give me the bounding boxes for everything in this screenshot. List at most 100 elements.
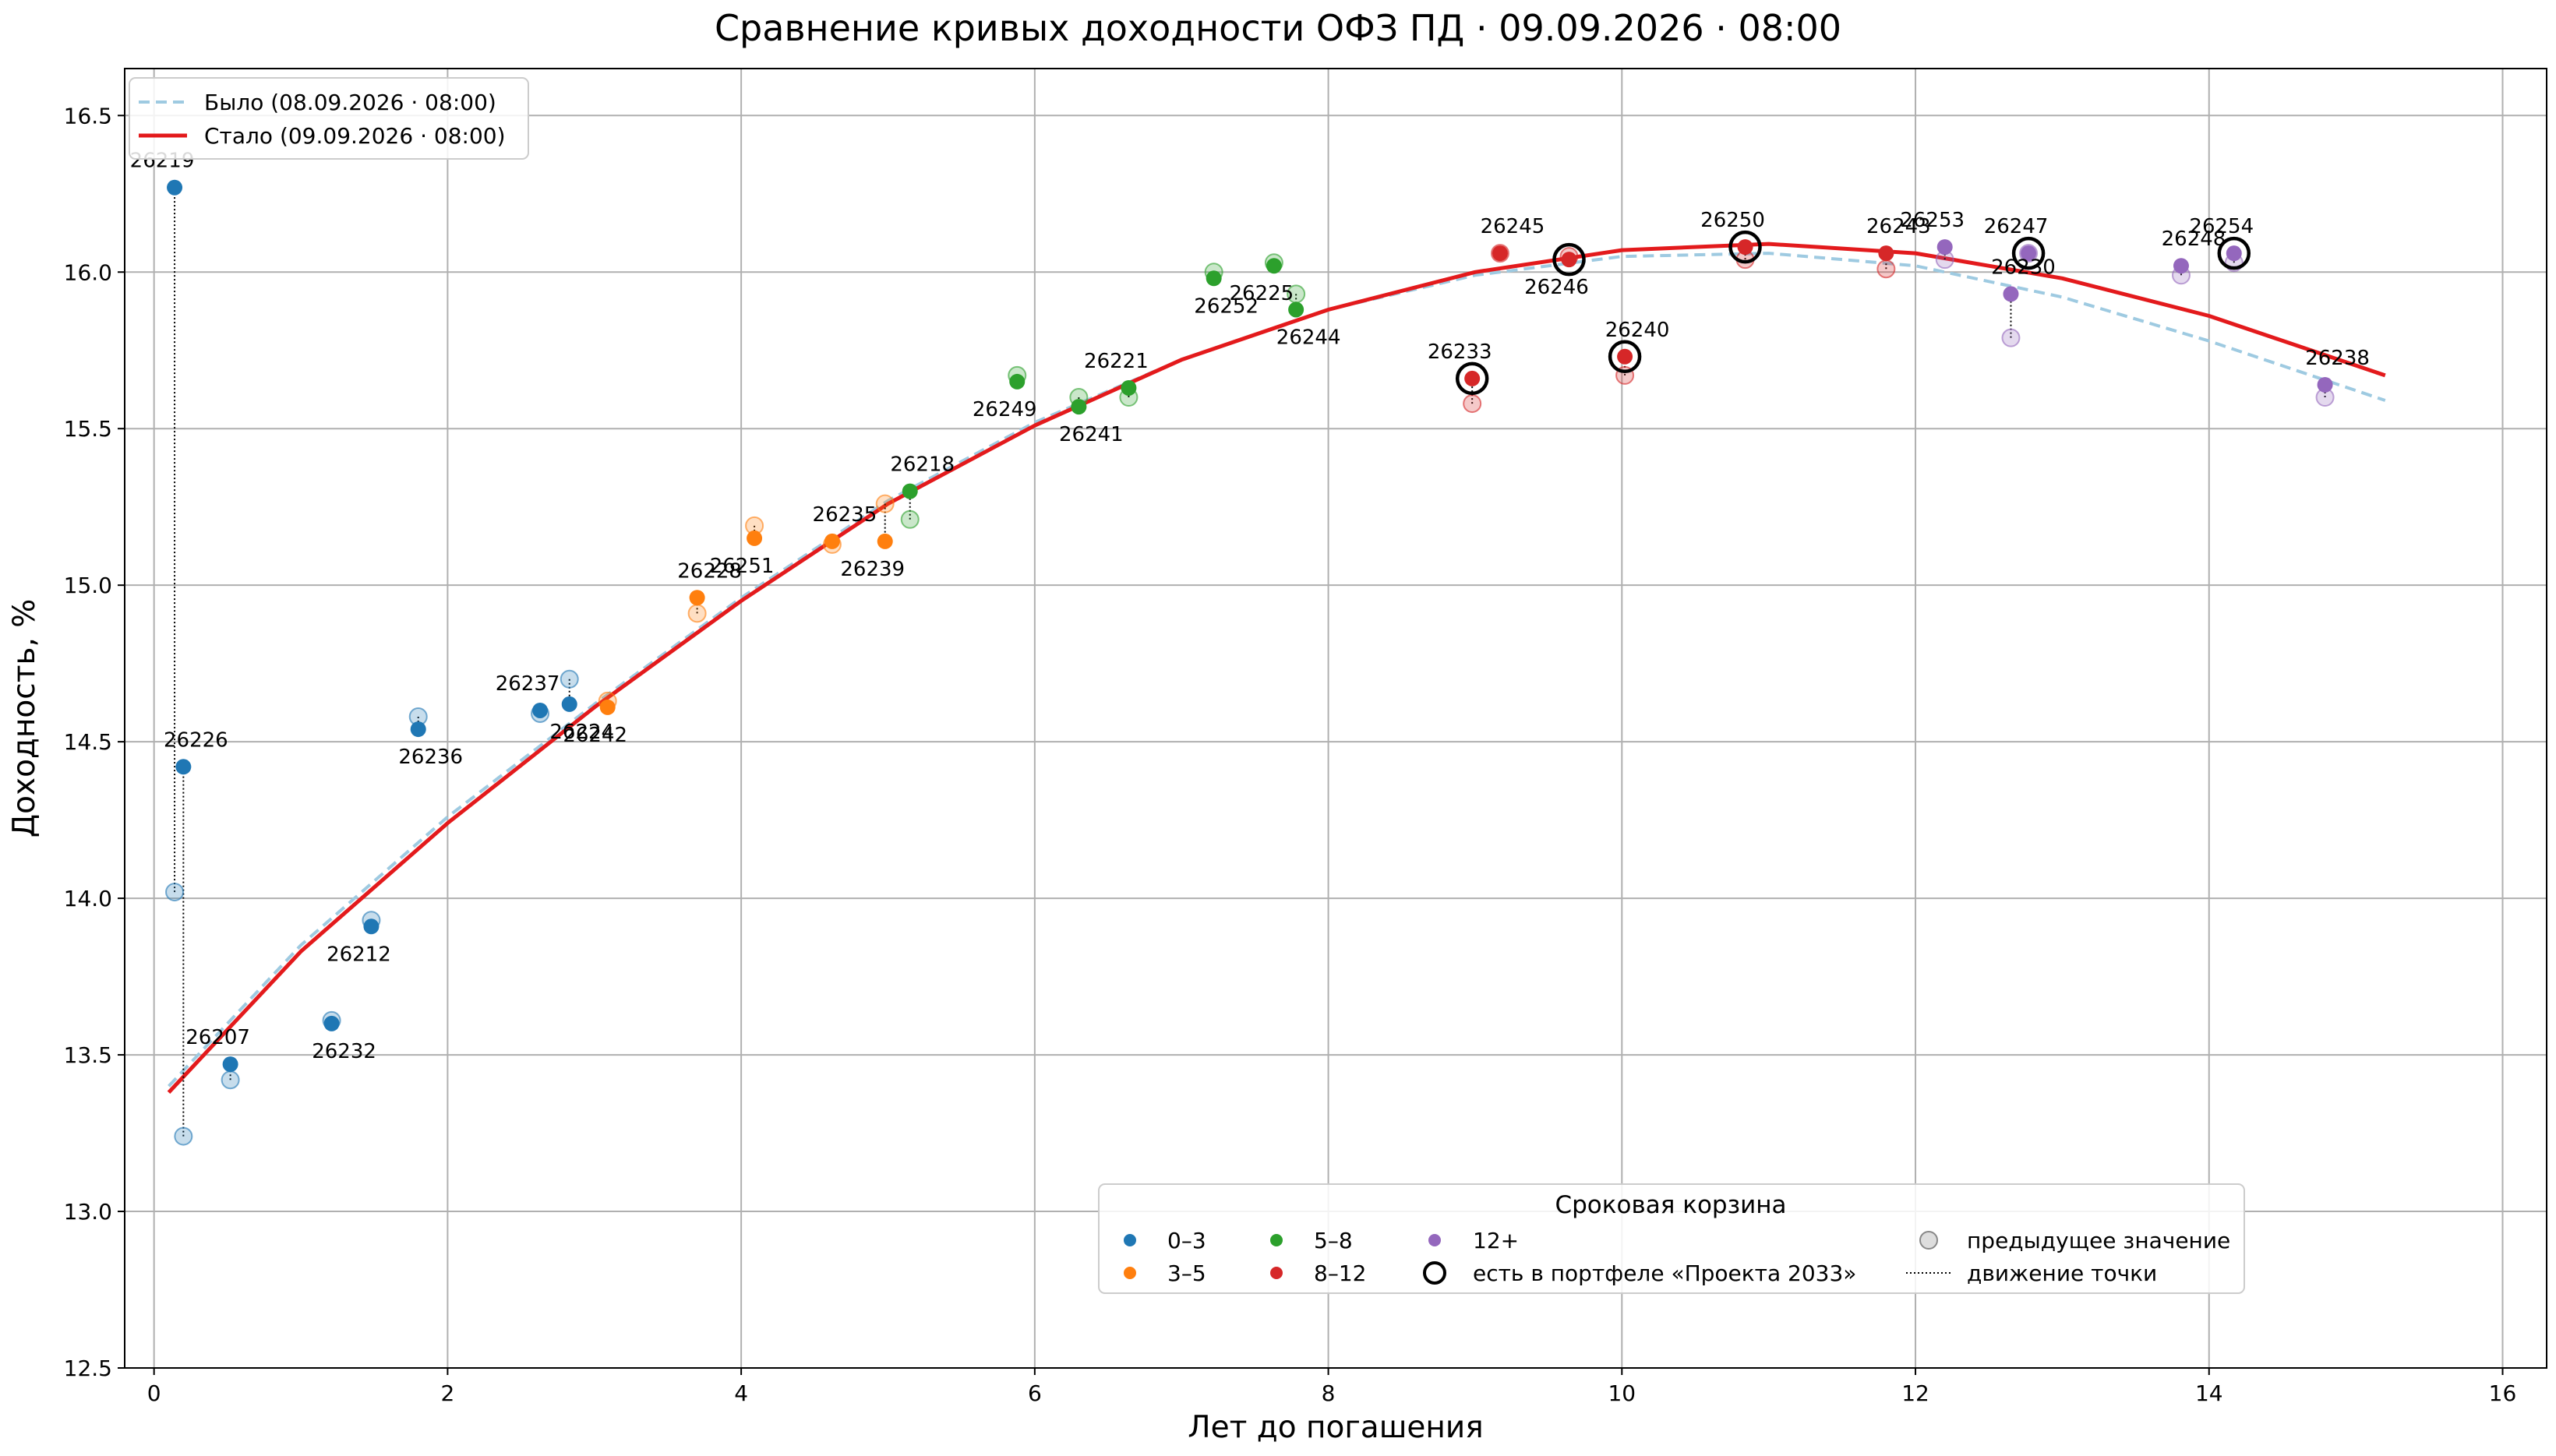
prev-point-26239 [875, 494, 895, 513]
legend-label-movement: движение точки [1967, 1260, 2157, 1286]
bond-label-26245: 26245 [1481, 215, 1545, 238]
bond-point-26235 [824, 533, 840, 549]
y-tick-label: 14.5 [64, 729, 112, 755]
legend-swatch-previous [1919, 1231, 1938, 1250]
bond-label-26244: 26244 [1276, 326, 1341, 349]
bond-label-26235: 26235 [813, 503, 877, 527]
legend-before-label: Было (08.09.2026 · 08:00) [204, 90, 496, 115]
x-tick-label: 8 [1322, 1380, 1336, 1406]
bond-point-26232 [323, 1015, 340, 1031]
bucket-legend-frame [1098, 1183, 2245, 1294]
legend-label-3-5: 3–5 [1167, 1260, 1206, 1286]
bond-label-26226: 26226 [164, 728, 228, 752]
bond-label-26247: 26247 [1984, 215, 2049, 238]
bond-point-26242 [599, 699, 616, 715]
x-tick-label: 14 [2195, 1380, 2223, 1406]
x-tick-label: 0 [147, 1380, 161, 1406]
bond-point-26247 [2021, 245, 2037, 262]
bond-label-26236: 26236 [398, 746, 463, 769]
bond-label-26241: 26241 [1059, 423, 1124, 446]
bond-point-26239 [877, 533, 893, 549]
chart-title: Сравнение кривых доходности ОФЗ ПД · 09.… [715, 7, 1841, 49]
curve-legend-frame [129, 77, 529, 160]
bond-label-26225: 26225 [1230, 282, 1294, 305]
y-tick-label: 15.0 [64, 573, 112, 598]
bond-label-26251: 26251 [710, 555, 775, 578]
bond-point-26230 [2003, 286, 2019, 302]
bond-label-26253: 26253 [1900, 209, 1965, 232]
prev-point-26243 [1876, 259, 1896, 279]
bond-label-26207: 26207 [185, 1026, 250, 1049]
axis-ticks: 0 2 4 6 8 10 12 14 16 12.5 13.0 13.5 14.0 14.5 15.0 15.… [64, 103, 2517, 1406]
portfolio-marker-26246 [1552, 242, 1586, 277]
portfolio-marker-26247 [2011, 236, 2046, 270]
y-tick-label: 14.0 [64, 886, 112, 911]
legend-label-0-3: 0–3 [1167, 1228, 1206, 1253]
bond-point-26251 [747, 530, 763, 546]
bond-point-26245 [1492, 245, 1508, 262]
bond-label-26239: 26239 [840, 558, 905, 581]
prev-point-26228 [687, 604, 707, 623]
legend-swatch-0-3 [1124, 1234, 1136, 1246]
x-tick-label: 6 [1028, 1380, 1042, 1406]
portfolio-marker-26254 [2217, 236, 2251, 270]
prev-point-26207 [221, 1070, 240, 1090]
bond-point-26226 [175, 759, 192, 775]
bond-point-26221 [1121, 379, 1137, 396]
bond-point-26246 [1561, 252, 1577, 268]
bond-point-26241 [1071, 399, 1087, 415]
prev-point-26219 [165, 883, 185, 902]
bond-label-26237: 26237 [496, 672, 560, 696]
bond-points [165, 179, 2335, 1146]
bond-point-26219 [167, 179, 183, 196]
y-tick-label: 15.5 [64, 416, 112, 442]
x-axis-title: Лет до погашения [1188, 1410, 1483, 1445]
bond-point-26233 [1464, 370, 1481, 386]
portfolio-marker-26250 [1728, 230, 1762, 264]
bond-label-26228: 26228 [677, 559, 742, 583]
bond-label-26232: 26232 [312, 1040, 376, 1063]
bond-labels: 2621926226262072623226212262362623726224… [130, 150, 2370, 1063]
bond-label-26248: 26248 [2162, 227, 2226, 251]
prev-point-26224 [560, 669, 579, 689]
legend-after-label: Стало (09.09.2026 · 08:00) [204, 123, 506, 149]
plot-frame [124, 68, 2547, 1369]
bond-label-26254: 26254 [2189, 215, 2254, 238]
bond-point-26212 [363, 918, 380, 935]
curve-legend: Было (08.09.2026 · 08:00) Стало (09.09.2… [129, 77, 529, 160]
bond-label-26240: 26240 [1605, 319, 1670, 342]
bond-point-26225 [1266, 258, 1282, 274]
bond-point-26218 [902, 483, 918, 499]
bond-label-26218: 26218 [890, 453, 955, 477]
prev-point-26230 [2001, 328, 2021, 347]
bond-point-26240 [1617, 348, 1633, 365]
x-tick-label: 12 [1901, 1380, 1929, 1406]
bond-point-26252 [1206, 270, 1222, 287]
portfolio-marker-26240 [1608, 340, 1642, 374]
bond-point-26244 [1288, 301, 1304, 318]
prev-point-26233 [1463, 394, 1482, 414]
bond-label-26230: 26230 [1991, 256, 2056, 279]
legend-swatch-12-plus [1428, 1234, 1441, 1246]
bond-label-26212: 26212 [327, 943, 391, 966]
bucket-legend-title: Сроковая корзина [1555, 1191, 1786, 1219]
curve-before-line [168, 252, 2386, 1088]
legend-swatch-8-12 [1270, 1267, 1283, 1279]
bond-label-26224: 26224 [549, 721, 614, 744]
bond-point-26238 [2317, 376, 2333, 393]
curve-after-line [167, 241, 2386, 1095]
y-tick-label: 16.5 [64, 103, 112, 129]
legend-label-5-8: 5–8 [1314, 1228, 1353, 1253]
bond-label-26250: 26250 [1700, 209, 1765, 232]
legend-label-12-plus: 12+ [1473, 1228, 1519, 1253]
legend-label-previous: предыдущее значение [1967, 1228, 2230, 1253]
bond-label-26238: 26238 [2305, 347, 2370, 370]
prev-point-26218 [900, 509, 920, 529]
bond-label-26252: 26252 [1194, 294, 1259, 318]
bond-point-26243 [1878, 245, 1894, 262]
y-tick-label: 13.0 [64, 1199, 112, 1225]
bond-point-26248 [2173, 258, 2189, 274]
legend-swatch-3-5 [1124, 1267, 1136, 1279]
x-tick-label: 16 [2489, 1380, 2517, 1406]
bond-point-26237 [532, 702, 549, 718]
